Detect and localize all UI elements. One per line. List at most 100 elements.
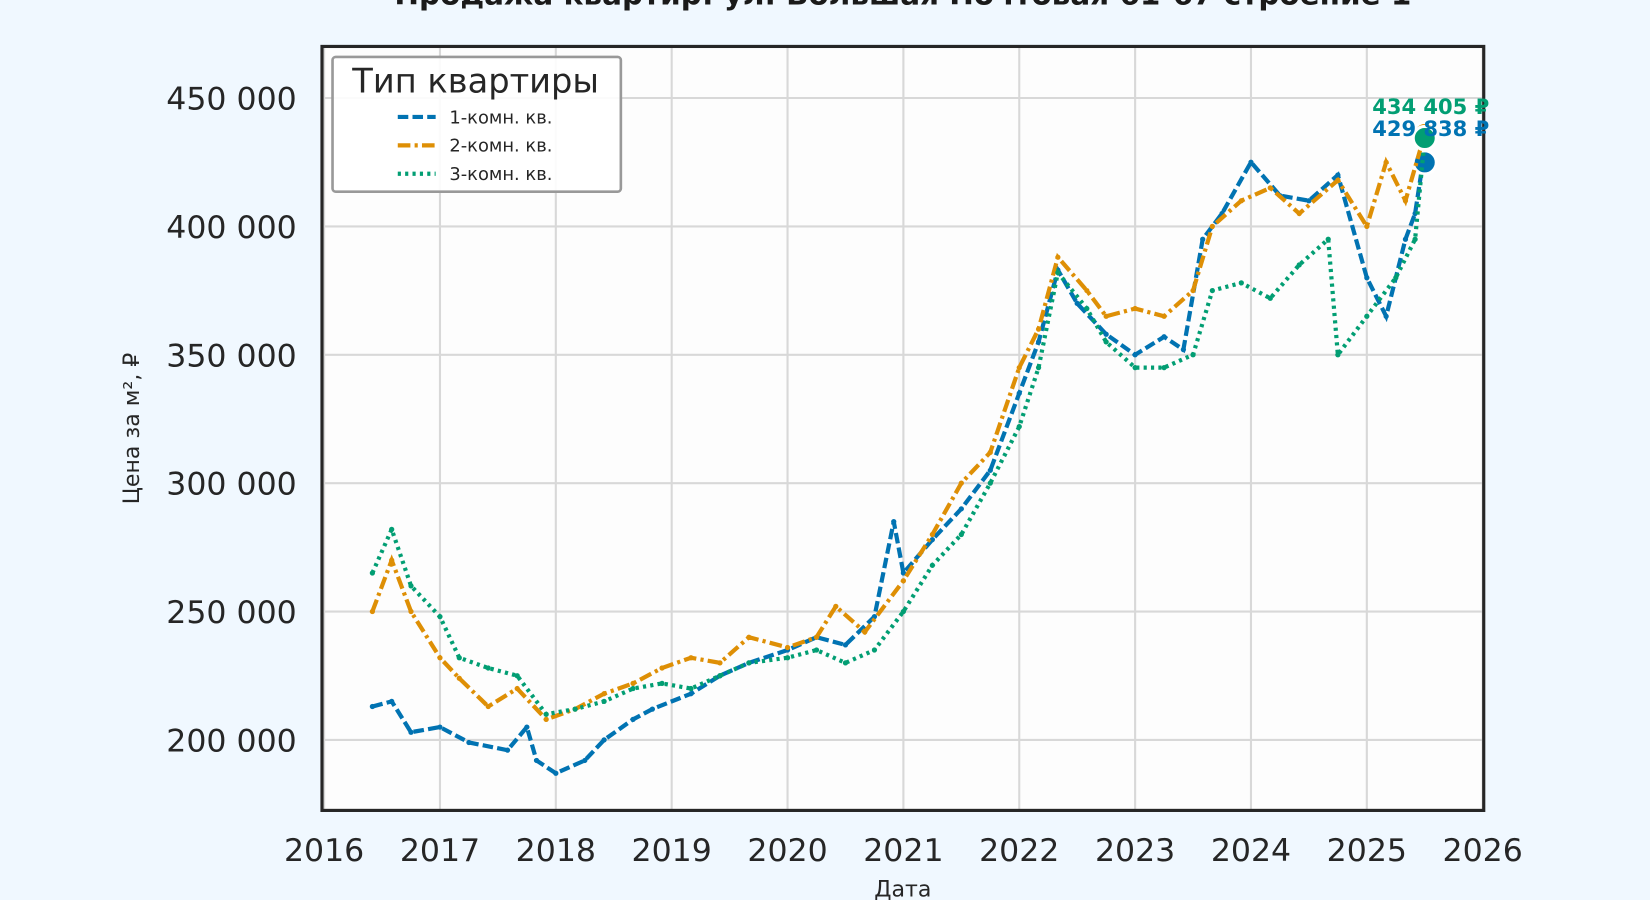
data-point bbox=[369, 703, 376, 710]
data-point bbox=[813, 647, 820, 653]
data-point bbox=[929, 562, 935, 568]
data-point bbox=[408, 583, 414, 589]
chart-title: Продажа квартир: ул. Большая Почтовая 61… bbox=[394, 0, 1411, 11]
y-tick-label: 350 000 bbox=[166, 338, 296, 374]
data-point bbox=[1209, 287, 1215, 294]
legend: Тип квартиры 1-комн. кв. 2-комн. кв. 3-ком… bbox=[331, 55, 623, 193]
data-point bbox=[1055, 254, 1061, 260]
data-point bbox=[958, 480, 964, 486]
data-point bbox=[1402, 198, 1409, 204]
data-point bbox=[1412, 236, 1418, 242]
y-tick-label: 300 000 bbox=[166, 467, 296, 503]
data-point bbox=[1035, 326, 1042, 332]
data-point bbox=[1267, 295, 1273, 301]
data-point bbox=[533, 757, 540, 764]
data-point bbox=[1393, 275, 1399, 281]
data-point bbox=[389, 698, 395, 705]
data-point bbox=[1335, 352, 1341, 358]
last-value-label: 434 405 ₽ bbox=[1372, 94, 1489, 119]
data-point bbox=[1016, 364, 1022, 371]
data-point bbox=[1016, 390, 1022, 396]
data-point bbox=[1364, 275, 1370, 281]
data-point bbox=[1103, 313, 1109, 319]
data-point bbox=[842, 660, 849, 666]
data-point bbox=[1103, 339, 1109, 345]
data-point bbox=[524, 724, 530, 730]
data-point bbox=[1132, 352, 1138, 358]
data-point bbox=[1238, 198, 1244, 204]
data-point bbox=[1335, 177, 1341, 183]
data-point bbox=[717, 673, 723, 679]
data-point bbox=[688, 685, 694, 692]
data-point bbox=[987, 449, 993, 455]
data-point bbox=[1035, 364, 1042, 371]
data-point bbox=[1325, 236, 1331, 242]
legend-item-label: 2-комн. кв. bbox=[449, 136, 552, 157]
data-point bbox=[543, 711, 549, 717]
data-point bbox=[1364, 223, 1370, 230]
x-tick-label: 2016 bbox=[284, 833, 364, 869]
data-point bbox=[1238, 280, 1244, 286]
series-line-1 bbox=[371, 149, 1427, 776]
data-point bbox=[1016, 424, 1022, 430]
x-tick-label: 2018 bbox=[516, 833, 596, 869]
data-point bbox=[1190, 287, 1196, 294]
data-point bbox=[1383, 313, 1389, 319]
data-point bbox=[958, 506, 964, 512]
x-tick-label: 2026 bbox=[1443, 833, 1523, 869]
data-point bbox=[389, 526, 395, 532]
data-point bbox=[504, 747, 511, 753]
data-point bbox=[485, 665, 491, 671]
data-point bbox=[514, 685, 520, 692]
data-point bbox=[833, 603, 839, 610]
data-point bbox=[1132, 305, 1138, 312]
data-point bbox=[1383, 159, 1389, 165]
data-point bbox=[746, 634, 752, 640]
data-point bbox=[1190, 352, 1196, 358]
x-tick-label: 2020 bbox=[747, 833, 827, 869]
data-point bbox=[456, 655, 462, 661]
data-point bbox=[1335, 172, 1341, 178]
data-point bbox=[1103, 331, 1109, 337]
x-tick-label: 2019 bbox=[632, 833, 712, 869]
plot-frame bbox=[320, 44, 1486, 812]
x-tick-label: 2024 bbox=[1211, 833, 1291, 869]
data-point bbox=[900, 578, 907, 584]
data-point bbox=[958, 531, 964, 538]
data-point bbox=[1180, 347, 1187, 353]
data-point bbox=[543, 716, 549, 722]
data-point bbox=[1074, 300, 1080, 307]
data-point bbox=[1161, 334, 1167, 340]
last-value-label: 429 838 ₽ bbox=[1372, 116, 1489, 141]
data-point bbox=[1161, 364, 1167, 371]
data-point bbox=[369, 608, 376, 615]
data-point bbox=[1084, 305, 1090, 312]
legend-item-label: 3-комн. кв. bbox=[449, 164, 552, 185]
legend-item-label: 1-комн. кв. bbox=[449, 107, 552, 128]
data-point bbox=[871, 647, 878, 653]
y-axis-label: Цена за м², ₽ bbox=[119, 353, 145, 505]
data-point bbox=[1267, 185, 1273, 191]
y-tick-label: 400 000 bbox=[166, 210, 296, 246]
data-point bbox=[630, 680, 636, 687]
data-point bbox=[813, 634, 820, 640]
data-point bbox=[717, 660, 723, 666]
data-point bbox=[389, 557, 395, 563]
y-tick-label: 200 000 bbox=[166, 723, 296, 759]
data-point bbox=[1132, 364, 1138, 371]
data-point bbox=[784, 644, 791, 651]
data-point bbox=[688, 691, 694, 697]
x-tick-label: 2025 bbox=[1327, 833, 1407, 869]
data-point bbox=[582, 757, 588, 764]
data-point bbox=[1306, 198, 1312, 204]
data-point bbox=[929, 537, 935, 543]
data-point bbox=[1200, 236, 1206, 242]
data-point bbox=[601, 737, 607, 743]
data-point bbox=[842, 642, 849, 648]
data-point bbox=[630, 685, 636, 692]
data-point bbox=[485, 703, 491, 710]
x-axis-label: Дата bbox=[874, 877, 931, 900]
data-point bbox=[408, 729, 414, 735]
data-point bbox=[630, 716, 636, 722]
data-point bbox=[553, 770, 559, 776]
